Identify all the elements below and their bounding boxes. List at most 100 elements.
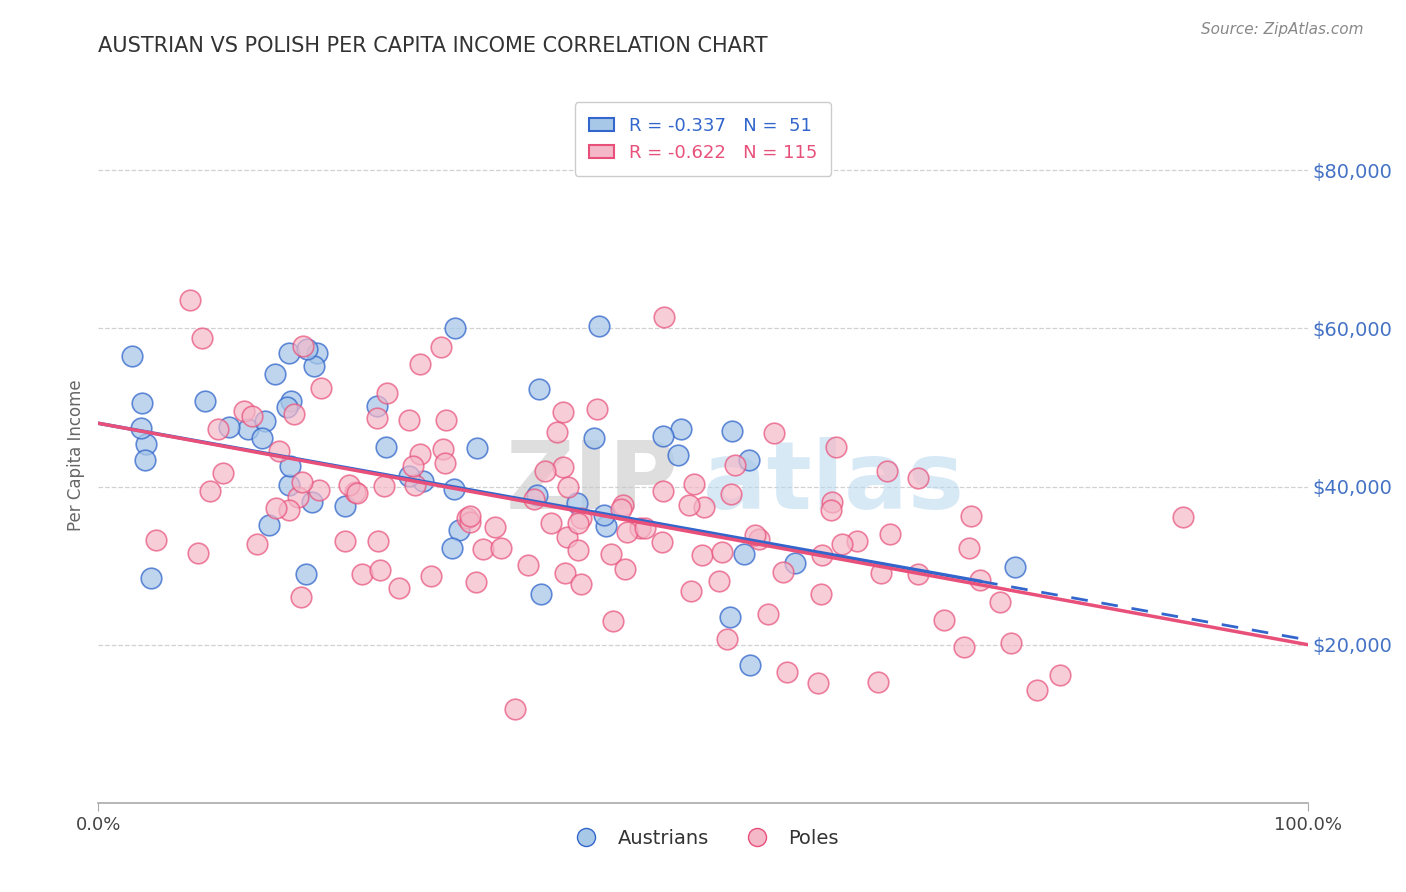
Legend: Austrians, Poles: Austrians, Poles: [560, 822, 846, 855]
Point: [666, 448, 689, 462]
Point: [484, 520, 506, 534]
Point: [821, 495, 844, 509]
Point: [530, 587, 553, 601]
Point: [738, 658, 761, 673]
Point: [368, 563, 391, 577]
Text: Source: ZipAtlas.com: Source: ZipAtlas.com: [1201, 22, 1364, 37]
Point: [988, 595, 1011, 609]
Point: [846, 533, 869, 548]
Point: [870, 566, 893, 580]
Point: [302, 359, 325, 373]
Point: [283, 407, 305, 421]
Point: [540, 516, 562, 530]
Point: [586, 402, 609, 417]
Point: [762, 426, 785, 441]
Point: [523, 492, 546, 507]
Point: [458, 515, 481, 529]
Point: [366, 399, 388, 413]
Point: [807, 676, 830, 690]
Point: [609, 501, 631, 516]
Point: [121, 349, 143, 363]
Point: [526, 487, 548, 501]
Point: [783, 556, 806, 570]
Point: [879, 527, 901, 541]
Point: [1025, 682, 1047, 697]
Point: [588, 319, 610, 334]
Text: atlas: atlas: [703, 437, 965, 529]
Point: [409, 447, 432, 461]
Y-axis label: Per Capita Income: Per Capita Income: [67, 379, 86, 531]
Point: [567, 516, 589, 530]
Point: [718, 610, 741, 624]
Point: [907, 567, 929, 582]
Point: [291, 475, 314, 489]
Point: [276, 400, 298, 414]
Point: [191, 331, 214, 345]
Point: [443, 321, 465, 335]
Point: [420, 569, 443, 583]
Point: [527, 382, 550, 396]
Point: [820, 503, 842, 517]
Point: [458, 508, 481, 523]
Point: [471, 542, 494, 557]
Point: [131, 396, 153, 410]
Point: [290, 591, 312, 605]
Point: [308, 483, 330, 498]
Point: [969, 573, 991, 587]
Point: [409, 357, 432, 371]
Point: [352, 566, 374, 581]
Point: [744, 528, 766, 542]
Point: [634, 521, 657, 535]
Point: [430, 340, 453, 354]
Point: [567, 496, 589, 510]
Point: [236, 422, 259, 436]
Point: [129, 421, 152, 435]
Point: [335, 534, 357, 549]
Point: [1004, 560, 1026, 574]
Point: [337, 477, 360, 491]
Point: [811, 548, 834, 562]
Point: [679, 584, 702, 599]
Point: [257, 518, 280, 533]
Point: [516, 558, 538, 573]
Point: [287, 490, 309, 504]
Point: [678, 498, 700, 512]
Point: [443, 483, 465, 497]
Point: [593, 508, 616, 523]
Point: [367, 534, 389, 549]
Point: [447, 523, 470, 537]
Point: [748, 533, 770, 547]
Point: [402, 459, 425, 474]
Point: [738, 453, 761, 467]
Point: [253, 414, 276, 428]
Point: [569, 511, 592, 525]
Point: [277, 503, 299, 517]
Point: [388, 582, 411, 596]
Point: [278, 459, 301, 474]
Point: [187, 546, 209, 560]
Point: [412, 474, 434, 488]
Point: [907, 471, 929, 485]
Point: [135, 437, 157, 451]
Point: [404, 477, 426, 491]
Point: [456, 511, 478, 525]
Point: [375, 386, 398, 401]
Point: [1171, 510, 1194, 524]
Point: [612, 498, 634, 512]
Point: [716, 632, 738, 647]
Point: [398, 413, 420, 427]
Point: [179, 293, 201, 307]
Point: [240, 409, 263, 423]
Point: [465, 574, 488, 589]
Point: [595, 518, 617, 533]
Point: [1049, 667, 1071, 681]
Point: [505, 702, 527, 716]
Point: [957, 541, 980, 555]
Point: [651, 428, 673, 442]
Point: [557, 480, 579, 494]
Point: [721, 424, 744, 438]
Point: [567, 542, 589, 557]
Point: [614, 562, 637, 576]
Text: ZIP: ZIP: [506, 437, 679, 529]
Point: [436, 413, 458, 427]
